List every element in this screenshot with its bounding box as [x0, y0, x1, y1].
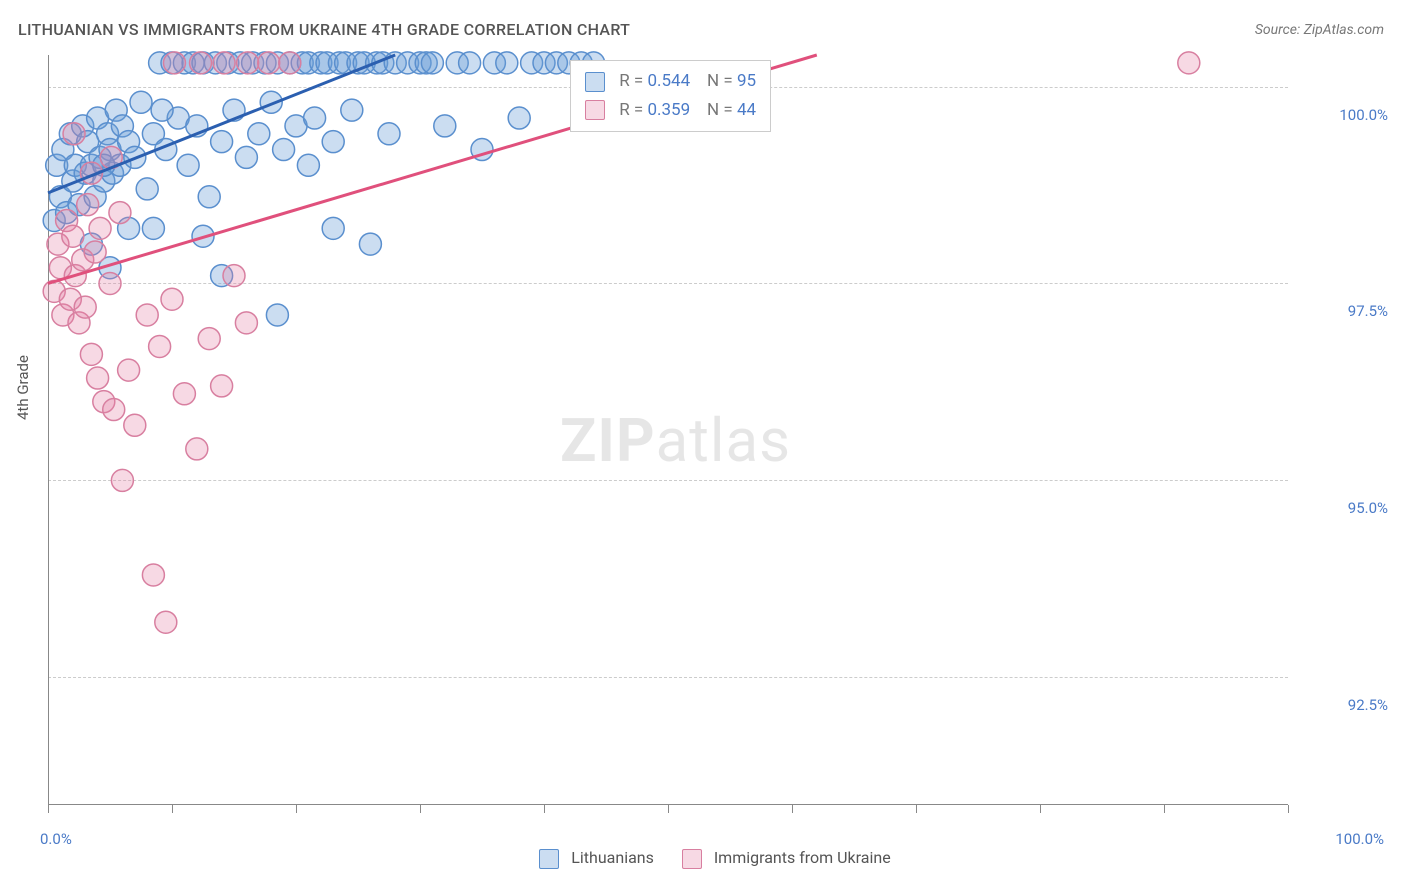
- legend-n-label: N =: [694, 100, 737, 120]
- scatter-point: [198, 186, 220, 208]
- legend-row-series-0: R = 0.544 N = 95: [585, 67, 756, 96]
- y-tick-label: 97.5%: [1348, 302, 1388, 320]
- scatter-point: [87, 367, 109, 389]
- scatter-point: [163, 52, 185, 74]
- legend-swatch-series-0: [585, 72, 605, 92]
- scatter-point: [155, 611, 177, 633]
- scatter-point: [248, 123, 270, 145]
- scatter-point: [118, 359, 140, 381]
- x-tick-label-min: 0.0%: [40, 830, 72, 848]
- y-tick-label: 95.0%: [1348, 499, 1388, 517]
- scatter-point: [322, 217, 344, 239]
- scatter-point: [297, 154, 319, 176]
- source-attribution: Source: ZipAtlas.com: [1255, 22, 1384, 38]
- scatter-point: [434, 115, 456, 137]
- scatter-point: [77, 194, 99, 216]
- scatter-point: [124, 414, 146, 436]
- legend-r-label: R =: [619, 100, 647, 120]
- legend-r-value-0: 0.544: [647, 71, 690, 91]
- scatter-point: [161, 288, 183, 310]
- scatter-point: [99, 272, 121, 294]
- legend-bottom-swatch-1: [682, 849, 702, 869]
- chart-title: LITHUANIAN VS IMMIGRANTS FROM UKRAINE 4T…: [18, 20, 630, 39]
- legend-r-label: R =: [619, 71, 647, 91]
- legend-bottom-label-1: Immigrants from Ukraine: [714, 848, 891, 867]
- scatter-point: [177, 154, 199, 176]
- scatter-point: [142, 217, 164, 239]
- scatter-plot-svg: [48, 55, 1288, 805]
- scatter-point: [198, 328, 220, 350]
- scatter-point: [173, 383, 195, 405]
- x-tick: [544, 805, 545, 813]
- scatter-point: [304, 107, 326, 129]
- scatter-point: [136, 178, 158, 200]
- x-tick: [296, 805, 297, 813]
- scatter-point: [211, 375, 233, 397]
- legend-bottom-label-0: Lithuanians: [571, 848, 654, 867]
- scatter-point: [459, 52, 481, 74]
- scatter-point: [237, 52, 259, 74]
- x-tick-label-max: 100.0%: [1335, 830, 1384, 848]
- x-tick: [668, 805, 669, 813]
- scatter-point: [74, 296, 96, 318]
- scatter-point: [266, 304, 288, 326]
- scatter-point: [130, 91, 152, 113]
- correlation-legend-box: R = 0.544 N = 95 R = 0.359 N = 44: [570, 60, 771, 132]
- scatter-point: [359, 233, 381, 255]
- scatter-point: [186, 438, 208, 460]
- legend-row-series-1: R = 0.359 N = 44: [585, 96, 756, 125]
- x-tick: [916, 805, 917, 813]
- scatter-point: [109, 202, 131, 224]
- x-tick: [792, 805, 793, 813]
- x-tick: [1040, 805, 1041, 813]
- scatter-point: [211, 131, 233, 153]
- legend-n-label: N =: [694, 71, 737, 91]
- scatter-point: [62, 225, 84, 247]
- legend-bottom: Lithuanians Immigrants from Ukraine: [0, 848, 1406, 869]
- scatter-point: [235, 146, 257, 168]
- x-tick: [1288, 805, 1289, 813]
- scatter-point: [273, 139, 295, 161]
- scatter-point: [213, 52, 235, 74]
- legend-n-value-0: 95: [737, 71, 756, 91]
- scatter-point: [378, 123, 400, 145]
- y-tick-label: 100.0%: [1339, 106, 1388, 124]
- y-axis-label: 4th Grade: [14, 355, 32, 420]
- scatter-point: [80, 343, 102, 365]
- scatter-point: [89, 217, 111, 239]
- scatter-point: [496, 52, 518, 74]
- scatter-point: [258, 52, 280, 74]
- scatter-point: [136, 304, 158, 326]
- scatter-point: [151, 99, 173, 121]
- legend-bottom-swatch-0: [539, 849, 559, 869]
- scatter-point: [279, 52, 301, 74]
- scatter-point: [190, 52, 212, 74]
- scatter-point: [149, 335, 171, 357]
- y-tick-label: 92.5%: [1348, 696, 1388, 714]
- scatter-point: [142, 564, 164, 586]
- scatter-point: [84, 241, 106, 263]
- scatter-point: [1178, 52, 1200, 74]
- scatter-point: [63, 123, 85, 145]
- x-tick: [172, 805, 173, 813]
- scatter-point: [103, 399, 125, 421]
- x-tick: [420, 805, 421, 813]
- scatter-point: [235, 312, 257, 334]
- legend-r-value-1: 0.359: [647, 100, 690, 120]
- scatter-point: [111, 469, 133, 491]
- x-tick: [1164, 805, 1165, 813]
- scatter-point: [421, 52, 443, 74]
- x-tick: [48, 805, 49, 813]
- scatter-point: [341, 99, 363, 121]
- legend-n-value-1: 44: [737, 100, 756, 120]
- scatter-point: [322, 131, 344, 153]
- legend-swatch-series-1: [585, 100, 605, 120]
- scatter-point: [223, 265, 245, 287]
- scatter-point: [508, 107, 530, 129]
